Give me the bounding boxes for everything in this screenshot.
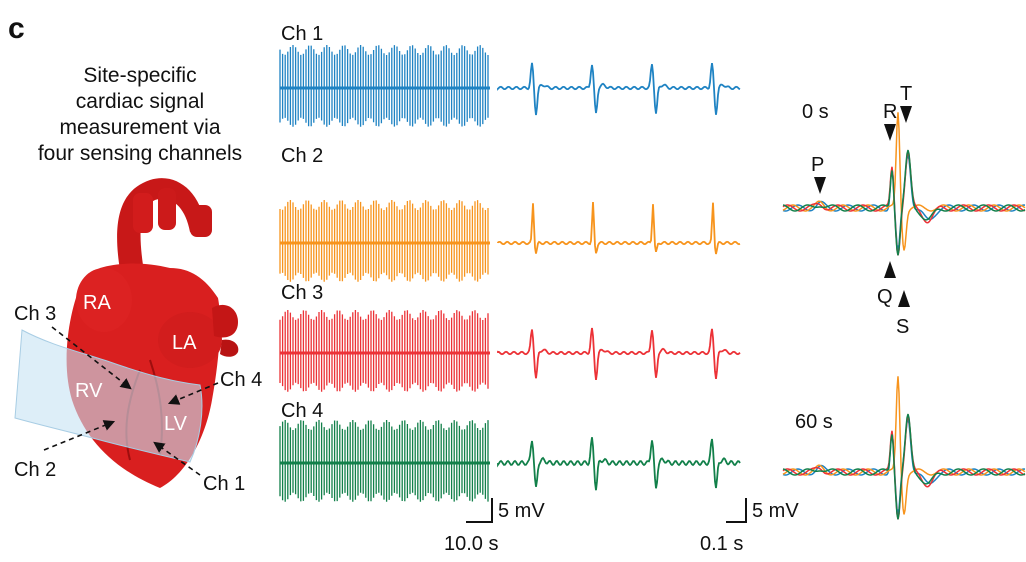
pointer-arrow-ch3 bbox=[51, 326, 132, 390]
pointer-label-ch2: Ch 2 bbox=[14, 459, 56, 481]
pointer-arrow-ch2 bbox=[43, 420, 116, 451]
wave-label-s: S bbox=[896, 316, 909, 338]
panel-label: c bbox=[8, 12, 25, 45]
vessel-2 bbox=[158, 188, 176, 230]
overlay-trace bbox=[782, 112, 1026, 251]
intro-line-3: measurement via bbox=[59, 116, 220, 139]
intro-line-1: Site-specific bbox=[83, 64, 196, 87]
channel-label: Ch 4 bbox=[281, 400, 323, 422]
overlay-group-0 bbox=[782, 112, 1026, 256]
right-atrial-appendage bbox=[212, 304, 238, 338]
long-recording-trace bbox=[279, 310, 489, 392]
pointer-label-ch4: Ch 4 bbox=[220, 369, 262, 391]
scalebar-long-voltage: 5 mV bbox=[498, 500, 545, 522]
intro-text: Site-specific cardiac signal measurement… bbox=[38, 64, 242, 165]
scalebar-short-voltage: 5 mV bbox=[752, 500, 799, 522]
long-recording-trace bbox=[279, 200, 489, 282]
wave-annotations: P R T Q S bbox=[811, 83, 912, 338]
time-label-60s: 60 s bbox=[795, 411, 833, 433]
overlay-trace bbox=[782, 149, 1026, 256]
vessel-3 bbox=[190, 205, 212, 237]
long-recording-trace bbox=[279, 420, 489, 502]
wave-marker-q bbox=[884, 261, 896, 278]
time-label-0s: 0 s bbox=[802, 101, 829, 123]
long-recording-trace bbox=[279, 45, 489, 127]
scalebar-short-lines bbox=[726, 498, 747, 523]
wave-label-r: R bbox=[883, 101, 897, 123]
pointer-label-ch3: Ch 3 bbox=[14, 303, 56, 325]
scalebar-short-time: 0.1 s bbox=[700, 533, 743, 555]
pointer-label-ch1: Ch 1 bbox=[203, 473, 245, 495]
channel-label: Ch 1 bbox=[281, 23, 323, 45]
zoomed-beat-trace bbox=[497, 437, 741, 491]
wave-marker-p bbox=[814, 177, 826, 194]
overlay-group-1 bbox=[782, 376, 1026, 520]
label-lv: LV bbox=[164, 413, 188, 435]
right-atrium bbox=[76, 268, 132, 332]
channel-2: Ch 2 bbox=[279, 145, 741, 282]
scalebar-long: 5 mV 10.0 s bbox=[444, 498, 545, 555]
left-atrium bbox=[158, 312, 222, 368]
overlay-trace bbox=[782, 376, 1026, 515]
overlay-trace bbox=[782, 413, 1026, 520]
pulmonary-vein bbox=[220, 339, 239, 357]
heart-illustration: RA LA RV LV bbox=[14, 178, 239, 488]
wave-label-q: Q bbox=[877, 286, 893, 308]
scalebar-long-time: 10.0 s bbox=[444, 533, 498, 555]
wave-label-t: T bbox=[900, 83, 912, 105]
overlay-waveforms bbox=[782, 112, 1026, 520]
wave-label-p: P bbox=[811, 154, 824, 176]
label-la: LA bbox=[172, 332, 197, 354]
zoomed-beat-trace bbox=[497, 327, 741, 381]
wave-marker-s bbox=[898, 290, 910, 307]
intro-line-2: cardiac signal bbox=[76, 90, 204, 113]
channel-label: Ch 2 bbox=[281, 145, 323, 167]
vessel-1 bbox=[133, 193, 153, 233]
wave-marker-r bbox=[884, 124, 896, 141]
wave-marker-t bbox=[900, 106, 912, 123]
channel-1: Ch 1 bbox=[279, 23, 741, 127]
zoomed-beat-trace bbox=[497, 62, 741, 116]
overlay-trace bbox=[782, 416, 1026, 515]
heart-channel-pointers: Ch 3 Ch 4 Ch 2 Ch 1 bbox=[14, 303, 262, 495]
scalebar-long-lines bbox=[466, 498, 493, 523]
scalebar-short: 5 mV 0.1 s bbox=[700, 498, 799, 555]
pointer-arrow-ch1 bbox=[153, 441, 201, 476]
channel-label: Ch 3 bbox=[281, 282, 323, 304]
label-rv: RV bbox=[75, 380, 103, 402]
channel-3: Ch 3 bbox=[279, 282, 741, 392]
zoomed-beat-trace bbox=[497, 202, 741, 255]
intro-line-4: four sensing channels bbox=[38, 142, 242, 165]
channel-4: Ch 4 bbox=[279, 400, 741, 502]
label-ra: RA bbox=[83, 292, 111, 314]
channel-traces: Ch 1 Ch 2 Ch 3 Ch 4 bbox=[279, 23, 741, 502]
